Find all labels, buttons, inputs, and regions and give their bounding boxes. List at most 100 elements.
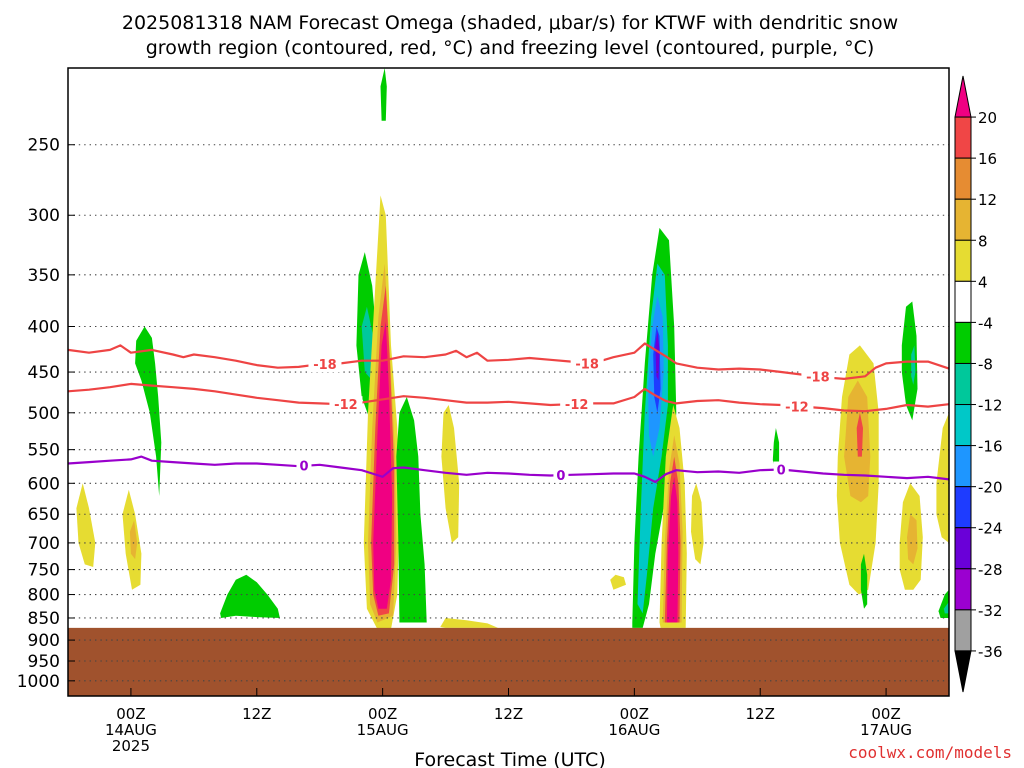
pressure-gridlines	[68, 144, 949, 682]
x-tick-label-4-2: 16AUG	[608, 721, 660, 739]
contour-label--18-2: -18	[806, 370, 830, 385]
y-tick-label-850: 850	[28, 609, 60, 629]
watermark: coolwx.com/models	[848, 743, 1012, 762]
y-tick-label-950: 950	[28, 652, 60, 672]
omega-patch-cell-17aug-green-edge	[938, 589, 949, 618]
y-tick-label-650: 650	[28, 505, 60, 525]
colorbar-label-10: 8	[978, 232, 988, 250]
colorbar-swatch-10	[954, 239, 972, 282]
contour-label-bg-0-2	[773, 461, 789, 478]
omega-patch-cell-15aug-magenta	[373, 321, 393, 609]
y-tick-label-250: 250	[28, 136, 60, 156]
x-tick-label-1-1: 12Z	[242, 705, 271, 723]
colorbar-swatch-13	[954, 116, 972, 159]
colorbar-swatch-11	[954, 198, 972, 241]
x-tick-label-2-1: 00Z	[368, 705, 397, 723]
omega-patch-cell-15aug-top-green	[380, 68, 387, 121]
colorbar-label-9: 4	[978, 273, 988, 291]
x-tick-label-4-1: 00Z	[620, 705, 649, 723]
colorbar-swatch-1	[954, 609, 972, 652]
x-tick-label-0-3: 2025	[112, 737, 150, 755]
colorbar: -36 -32 -28 -24 -20 -16 -12 -8 -4 4 8 12 16 20	[954, 75, 1003, 693]
omega-patch-cell-17aug-orange-lower	[907, 514, 918, 565]
contour-label-bg--18-0	[308, 356, 342, 373]
colorbar-label-3: -24	[978, 520, 1003, 538]
omega-patch-cell-14aug-green	[135, 326, 162, 496]
omega-patch-cell-green-low	[220, 574, 280, 618]
colorbar-swatch-6	[954, 404, 972, 447]
omega-shading-layer	[76, 68, 949, 630]
contour-line--12	[67, 382, 950, 413]
y-tick-label-350: 350	[28, 266, 60, 286]
omega-patch-cell-15aug-cyan	[361, 306, 374, 381]
y-tick-label-900: 900	[28, 631, 60, 651]
terrain-layer	[68, 627, 949, 696]
colorbar-label-11: 12	[978, 191, 997, 209]
contour-label-bg--18-2	[801, 368, 835, 385]
contour-line-0	[67, 455, 950, 484]
ground-fill	[68, 627, 949, 696]
x-tick-label-0-2: 14AUG	[105, 721, 157, 739]
contour-label-bg--12-0	[329, 396, 363, 413]
x-tick-label-2-2: 15AUG	[357, 721, 409, 739]
omega-patch-cell-17aug-cyan-edge	[943, 601, 949, 614]
y-tick-label-1000: 1000	[17, 672, 60, 692]
colorbar-swatch-2	[954, 568, 972, 611]
contour-label-bg-0-0	[296, 457, 312, 474]
omega-patch-cell-17aug-cyan-upper	[911, 345, 916, 385]
colorbar-swatch-5	[954, 445, 972, 488]
contour-label-bg--12-1	[560, 396, 594, 413]
colorbar-label-6: -12	[978, 397, 1003, 415]
x-tick-label-6-2: 17AUG	[860, 721, 912, 739]
x-tick-label-3-1: 12Z	[494, 705, 523, 723]
y-tick-label-450: 450	[28, 363, 60, 383]
omega-patch-cell-14aug-yellow-a	[76, 483, 96, 567]
contour-label-0-2: 0	[777, 464, 786, 479]
colorbar-swatch-3	[954, 527, 972, 570]
colorbar-label-1: -32	[978, 602, 1003, 620]
y-tick-label-550: 550	[28, 441, 60, 461]
colorbar-swatch-14	[954, 75, 972, 118]
colorbar-label-8: -4	[978, 314, 993, 332]
omega-patch-cell-15aug-green-right	[396, 397, 427, 623]
omega-patch-cell-14aug-orange-b	[129, 520, 138, 560]
contour-label-bg-0-1	[553, 466, 569, 483]
chart-title-line2: growth region (contoured, red, °C) and f…	[146, 37, 875, 59]
y-tick-label-300: 300	[28, 206, 60, 226]
omega-patch-cell-17aug-red	[856, 412, 863, 457]
contour-label-bg--18-1	[570, 355, 604, 372]
colorbar-label-4: -20	[978, 479, 1003, 497]
contour-label--18-0: -18	[313, 358, 337, 373]
colorbar-label-7: -8	[978, 355, 993, 373]
colorbar-swatch-7	[954, 362, 972, 406]
omega-patch-cell-16aug-magenta	[666, 476, 679, 623]
colorbar-swatch-8	[954, 321, 972, 364]
colorbar-swatch-4	[954, 486, 972, 529]
y-tick-label-750: 750	[28, 561, 60, 581]
omega-patch-cell-15aug-yellow-base	[440, 618, 498, 628]
colorbar-label-2: -28	[978, 561, 1003, 579]
contour-label-0-1: 0	[556, 469, 565, 484]
y-tick-label-600: 600	[28, 474, 60, 494]
colorbar-swatch-9	[954, 280, 972, 323]
x-tick-label-5-1: 12Z	[746, 705, 775, 723]
contour-label--12-1: -12	[565, 398, 589, 413]
omega-patch-cell-16aug-yellow-right	[691, 483, 704, 565]
contour-label--12-2: -12	[785, 401, 809, 416]
colorbar-label-13: 20	[978, 109, 997, 127]
colorbar-swatch-0	[954, 650, 972, 693]
y-axis: 2503003504004505005506006507007508008509…	[17, 136, 75, 692]
chart-title-line1: 2025081318 NAM Forecast Omega (shaded, μ…	[122, 12, 898, 34]
omega-patch-cell-16aug-violet	[655, 331, 660, 381]
x-tick-label-0-1: 00Z	[116, 705, 145, 723]
y-tick-label-800: 800	[28, 586, 60, 606]
y-tick-label-500: 500	[28, 404, 60, 424]
omega-patch-cell-pre16-yellow	[610, 574, 626, 590]
x-tick-label-6-1: 00Z	[871, 705, 900, 723]
contour-label-bg--12-2	[780, 398, 814, 415]
contour-line--18	[67, 342, 950, 380]
colorbar-label-0: -36	[978, 643, 1003, 661]
colorbar-label-12: 16	[978, 150, 997, 168]
